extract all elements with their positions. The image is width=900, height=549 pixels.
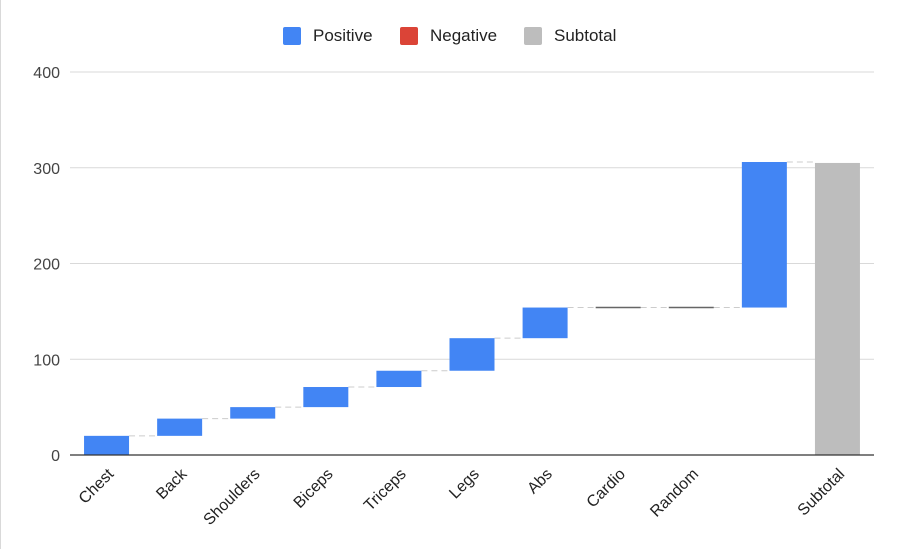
y-tick-label-200: 200 (33, 257, 60, 274)
legend-label-subtotal: Subtotal (554, 26, 616, 45)
x-label-legs: Legs (446, 466, 483, 503)
x-label-cardio: Cardio (584, 466, 629, 511)
y-axis-ticks: 0 100 200 300 400 (33, 65, 60, 465)
bar-unlabeled-9 (741, 162, 787, 308)
legend-label-positive: Positive (313, 26, 373, 45)
x-label-random: Random (647, 466, 702, 521)
bar-back-1 (157, 418, 203, 436)
x-label-back: Back (153, 465, 191, 503)
connector-lines (129, 161, 815, 437)
bars (84, 162, 860, 455)
legend-swatch-negative (400, 27, 418, 45)
x-axis-labels: Chest Back Shoulders Biceps Triceps Legs Abs Ca… (76, 465, 848, 529)
bar-legs-5 (449, 338, 495, 371)
y-tick-label-400: 400 (33, 65, 60, 82)
legend-swatch-positive (283, 27, 301, 45)
legend-label-negative: Negative (430, 26, 497, 45)
y-tick-label-300: 300 (33, 161, 60, 178)
chart-legend: Positive Negative Subtotal (283, 26, 616, 45)
x-label-subtotal: Subtotal (795, 466, 849, 520)
y-tick-label-0: 0 (51, 448, 60, 465)
x-label-shoulders: Shoulders (201, 466, 264, 529)
bar-biceps-3 (303, 387, 349, 408)
bar-shoulders-2 (230, 407, 276, 419)
x-label-biceps: Biceps (291, 466, 337, 512)
legend-swatch-subtotal (524, 27, 542, 45)
x-label-chest: Chest (76, 465, 118, 507)
bar-abs-6 (522, 307, 568, 339)
x-label-abs: Abs (524, 466, 556, 498)
bar-chest-0 (84, 435, 130, 455)
bar-triceps-4 (376, 370, 422, 388)
x-label-triceps: Triceps (361, 466, 410, 515)
y-tick-label-100: 100 (33, 352, 60, 369)
bar-subtotal (814, 162, 860, 455)
page-left-border (0, 0, 1, 549)
